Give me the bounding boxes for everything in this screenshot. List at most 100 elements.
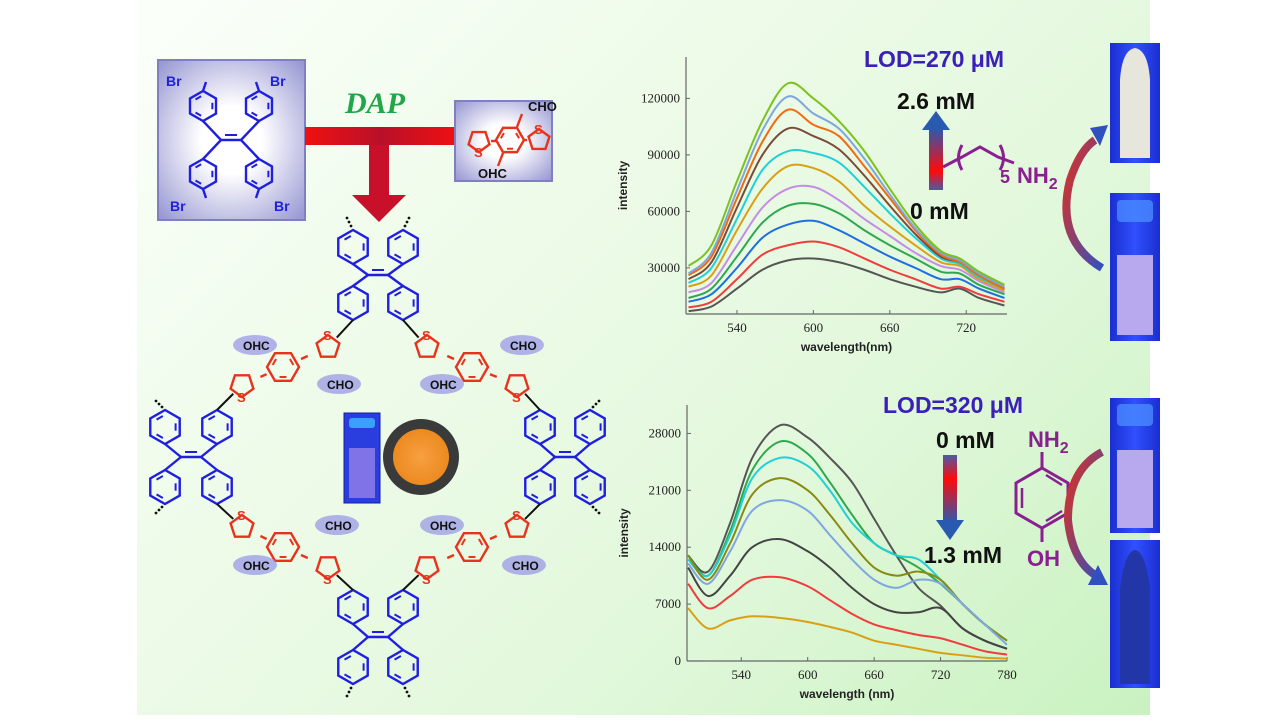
aldehyde-label: OHC: [243, 339, 270, 353]
sulfur-label: S: [512, 390, 521, 405]
ring-double-bond: [460, 538, 466, 546]
sulfur-label: S: [534, 122, 543, 137]
sulfur-label: S: [422, 328, 431, 343]
y-tick-label: 90000: [648, 147, 681, 162]
aldehyde-label: CHO: [510, 339, 537, 353]
ring-double-bond: [289, 538, 295, 546]
cof-network-structure: S S OHC CHO S S CHO OHC S S CHO OHC S S OHC CHO: [149, 216, 606, 698]
continuation-dot: [403, 224, 407, 228]
amine-group: NH2: [1017, 163, 1058, 193]
spectrum-line-0-mM: [688, 257, 1005, 313]
bond: [539, 456, 556, 471]
bond: [574, 443, 591, 458]
linker-bond: [300, 553, 309, 560]
continuation-dot: [347, 220, 351, 224]
bromine-label: Br: [166, 73, 182, 89]
ring-double-bond: [208, 433, 216, 439]
ring-double-bond: [344, 309, 352, 315]
benzene-ring: [574, 408, 606, 446]
bond: [202, 120, 222, 141]
ring-double-bond: [394, 253, 402, 259]
aldehyde-highlight: [500, 335, 544, 355]
continuation-dot: [407, 216, 411, 220]
bond: [387, 263, 404, 276]
benzene-ring: [387, 284, 419, 322]
y-tick-label: 21000: [649, 482, 682, 497]
bond: [539, 443, 556, 458]
repeat-count: 5: [1000, 167, 1010, 187]
continuation-dot: [160, 505, 164, 509]
continuation-dot: [154, 399, 158, 403]
ring-double-bond: [394, 655, 402, 661]
amine-subscript: 2: [1049, 176, 1058, 193]
ring-double-bond: [581, 475, 589, 481]
ring-double-bond: [531, 433, 539, 439]
vial-photo-initial-top: [1110, 193, 1160, 341]
thiophene-ring: S: [414, 328, 440, 358]
ring-outline: [504, 513, 530, 538]
spectrum-line-c7: [687, 575, 1008, 656]
emission-spectra-hexylamine: 540 600 660 720 30000 60000 90000 120000 wavelen…: [616, 57, 1007, 354]
benzene-ring: [337, 228, 369, 266]
aldehyde-highlight: [233, 555, 277, 575]
amino-text: NH: [1028, 427, 1060, 452]
bond: [387, 274, 404, 287]
ring-double-bond: [208, 415, 216, 421]
curved-arrow-top: [1062, 125, 1108, 272]
spectrum-line-c6: [688, 163, 1005, 292]
bond: [200, 443, 218, 458]
ring-double-bond: [460, 358, 466, 366]
decrease-arrow: [936, 455, 964, 540]
aldehyde-label: OHC: [478, 166, 508, 181]
ring-double-bond: [394, 291, 402, 297]
y-tick-label: 14000: [649, 539, 682, 554]
ring-double-bond: [344, 613, 352, 619]
tpe-thiophene-bond: [524, 393, 541, 411]
ring-double-bond: [394, 673, 402, 679]
x-tick-label: 600: [798, 667, 818, 682]
bond: [387, 623, 404, 638]
benzene-ring: [387, 228, 419, 266]
conc-end-label: 1.3 mM: [924, 542, 1002, 568]
thiophene-ring: S: [315, 328, 341, 358]
continuation-dot: [160, 405, 164, 409]
thiophene-ring: S: [229, 374, 255, 405]
bromo-bond: [254, 188, 261, 199]
ring-double-bond: [271, 538, 277, 546]
thiophene-ring: S: [504, 374, 530, 405]
bond: [200, 456, 218, 471]
vial-photo-initial-bottom: [1110, 398, 1160, 533]
benzene-ring: [149, 408, 181, 446]
continuation-dot: [154, 511, 158, 515]
aldehyde-highlight: [233, 335, 277, 355]
benzene-ring: [337, 648, 369, 686]
benzene-ring: [524, 408, 556, 446]
aldehyde-label: CHO: [528, 99, 557, 114]
sulfur-label: S: [237, 390, 246, 405]
ring-double-bond: [156, 415, 164, 421]
sulfur-label: S: [474, 145, 483, 160]
y-tick-label: 60000: [648, 203, 681, 218]
tetraphenylethylene-unit: [149, 408, 233, 506]
tpe-thiophene-bond: [216, 393, 234, 411]
vial-photo-after-aminophenol: [1110, 540, 1160, 688]
continuation-dot: [597, 511, 601, 515]
bond: [240, 139, 260, 160]
tetraphenylethylene-unit: [188, 89, 274, 191]
benzene-ring: [387, 588, 419, 626]
ring-double-bond: [208, 493, 216, 499]
ring-double-bond: [195, 111, 202, 117]
ring-outline: [149, 468, 181, 506]
y-tick-label: 28000: [649, 425, 682, 440]
ring-outline: [414, 333, 440, 358]
continuation-dot: [403, 686, 407, 690]
bond: [164, 456, 182, 471]
ring-double-bond: [344, 655, 352, 661]
conc-high-label: 2.6 mM: [897, 88, 975, 114]
cof-powder-dish: [383, 419, 459, 495]
ring-outline: [454, 531, 490, 563]
continuation-dot: [349, 224, 353, 228]
continuation-dot: [347, 690, 351, 694]
increase-arrow: [922, 111, 950, 190]
spectrum-line-c2: [688, 240, 1005, 309]
